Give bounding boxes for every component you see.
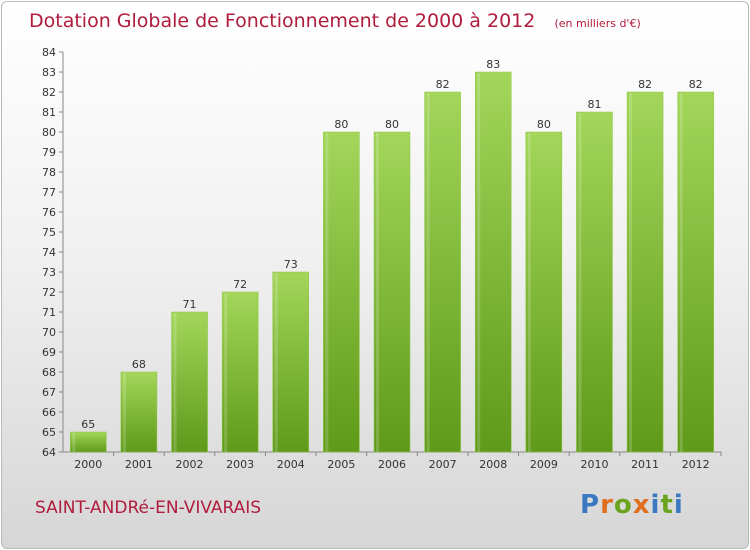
bar-highlight xyxy=(578,113,582,452)
chart-title: Dotation Globale de Fonctionnement de 20… xyxy=(29,10,536,32)
data-label: 80 xyxy=(537,118,551,131)
y-tick-label: 82 xyxy=(42,86,56,99)
y-tick-label: 79 xyxy=(42,146,56,159)
x-tick-label: 2008 xyxy=(479,458,507,471)
y-tick-label: 72 xyxy=(42,286,56,299)
bar xyxy=(677,91,714,453)
data-label: 80 xyxy=(334,118,348,131)
y-tick-label: 80 xyxy=(42,126,56,139)
x-tick-label: 2005 xyxy=(327,458,355,471)
logo-letter: P xyxy=(580,490,601,520)
data-label: 82 xyxy=(638,78,652,91)
data-label: 80 xyxy=(385,118,399,131)
data-label: 65 xyxy=(81,418,95,431)
title-row: Dotation Globale de Fonctionnement de 20… xyxy=(29,10,641,32)
y-tick-label: 71 xyxy=(42,306,56,319)
y-tick-label: 74 xyxy=(42,246,56,259)
y-tick-label: 66 xyxy=(42,406,56,419)
y-tick-label: 77 xyxy=(42,186,56,199)
y-tick-label: 78 xyxy=(42,166,56,179)
bar-highlight xyxy=(122,373,126,452)
x-tick-label: 2012 xyxy=(682,458,710,471)
y-tick-label: 70 xyxy=(42,326,56,339)
commune-name: SAINT-ANDRé-EN-VIVARAIS xyxy=(35,498,262,518)
bar xyxy=(323,131,360,453)
bar-highlight xyxy=(274,273,278,452)
data-label: 72 xyxy=(233,278,247,291)
bar xyxy=(272,271,310,453)
bar xyxy=(525,131,563,453)
x-tick-label: 2000 xyxy=(74,458,102,471)
bars xyxy=(70,71,714,453)
bar-highlight xyxy=(477,73,481,452)
data-labels: 65 68 71 72 73 80 80 82 83 80 81 82 82 xyxy=(81,58,702,431)
x-tick-label: 2003 xyxy=(226,458,254,471)
bar-highlight xyxy=(376,133,379,452)
y-tick-label: 83 xyxy=(42,66,56,79)
bar-highlight xyxy=(325,133,329,452)
x-tick-label: 2011 xyxy=(631,458,659,471)
y-tick-label: 81 xyxy=(42,106,56,119)
logo-letter: t xyxy=(660,490,674,520)
x-tick-label: 2001 xyxy=(125,458,153,471)
y-tick-label: 73 xyxy=(42,266,56,279)
logo-letter: i xyxy=(650,490,661,520)
data-label: 73 xyxy=(284,258,298,271)
y-tick-label: 69 xyxy=(42,346,56,359)
logo-letter: r xyxy=(600,490,614,520)
bar-highlight xyxy=(527,133,531,452)
bar-highlight xyxy=(426,93,430,452)
bar xyxy=(171,311,208,453)
y-tick-label: 68 xyxy=(42,366,56,379)
bar xyxy=(474,71,512,453)
bar xyxy=(576,111,613,453)
bar-highlight xyxy=(679,93,683,452)
bar xyxy=(424,91,461,453)
logo-letter: i xyxy=(673,490,684,520)
bar xyxy=(626,91,664,453)
bar-highlight xyxy=(173,313,177,452)
data-label: 82 xyxy=(689,78,703,91)
logo-letter: x xyxy=(632,490,651,520)
x-tick-label: 2009 xyxy=(530,458,558,471)
x-tick-label: 2006 xyxy=(378,458,406,471)
x-tick-label: 2004 xyxy=(277,458,305,471)
y-tick-label: 84 xyxy=(42,46,56,59)
x-tick-label: 2007 xyxy=(429,458,457,471)
proxiti-logo[interactable]: Proxiti xyxy=(580,490,684,520)
bar xyxy=(70,431,107,453)
bar xyxy=(373,131,411,453)
y-tick-label: 64 xyxy=(42,446,56,459)
data-label: 71 xyxy=(183,298,197,311)
bar xyxy=(221,291,259,453)
x-tick-label: 2002 xyxy=(176,458,204,471)
bar-highlight xyxy=(72,433,76,452)
y-tick-label: 67 xyxy=(42,386,56,399)
chart-unit: (en milliers d'€) xyxy=(554,17,641,30)
y-tick-label: 65 xyxy=(42,426,56,439)
y-tick-label: 76 xyxy=(42,206,56,219)
data-label: 81 xyxy=(587,98,601,111)
logo-letter: o xyxy=(613,490,633,520)
bar-highlight xyxy=(629,93,633,452)
data-label: 83 xyxy=(486,58,500,71)
bar-highlight xyxy=(224,293,228,452)
data-label: 68 xyxy=(132,358,146,371)
bar xyxy=(120,371,158,453)
x-tick-label: 2010 xyxy=(580,458,608,471)
data-label: 82 xyxy=(436,78,450,91)
y-tick-label: 75 xyxy=(42,226,56,239)
